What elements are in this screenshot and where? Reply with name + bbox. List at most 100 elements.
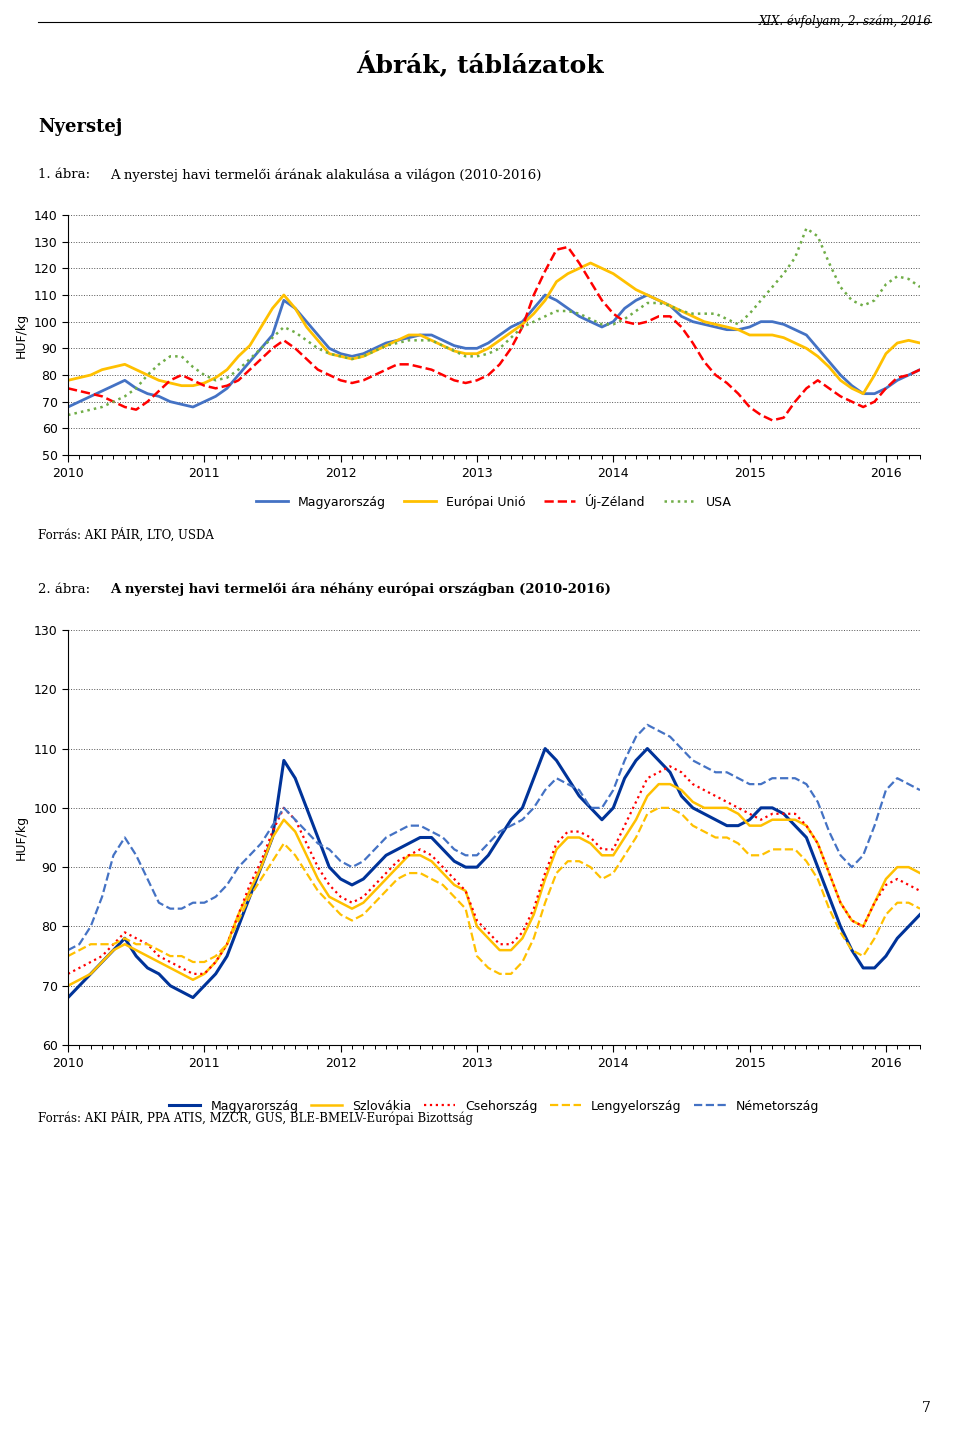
Line: Európai Unió: Európai Unió	[68, 264, 920, 394]
Csehország	[357, 888, 369, 906]
Text: 7: 7	[923, 1401, 931, 1414]
Magyarország	[914, 361, 925, 378]
Új-Zéland	[766, 411, 778, 428]
Line: Németország: Németország	[68, 725, 920, 950]
Új-Zéland	[562, 238, 573, 255]
Magyarország	[357, 345, 369, 363]
Lengyelország	[516, 953, 528, 970]
Magyarország	[540, 739, 551, 757]
Magyarország	[357, 870, 369, 887]
Magyarország	[756, 800, 767, 817]
Németország	[914, 781, 925, 798]
Új-Zéland	[914, 361, 925, 378]
Szlovákia	[756, 817, 767, 834]
Magyarország	[914, 906, 925, 923]
Új-Zéland	[357, 371, 369, 388]
Magyarország	[62, 398, 74, 416]
Magyarország	[641, 739, 653, 757]
Line: Lengyelország: Lengyelország	[68, 808, 920, 974]
Csehország	[62, 966, 74, 983]
Németország	[142, 870, 154, 887]
Szlovákia	[357, 894, 369, 911]
Line: Új-Zéland: Új-Zéland	[68, 246, 920, 420]
Új-Zéland	[62, 380, 74, 397]
Lengyelország	[493, 966, 505, 983]
Új-Zéland	[619, 312, 631, 330]
Magyarország	[641, 287, 653, 304]
Text: Ábrák, táblázatok: Ábrák, táblázatok	[356, 52, 604, 79]
Európai Unió	[857, 385, 869, 403]
Magyarország	[62, 989, 74, 1006]
Magyarország	[619, 770, 631, 787]
Új-Zéland	[756, 407, 767, 424]
Magyarország	[619, 299, 631, 317]
Szlovákia	[505, 941, 516, 959]
Németország	[357, 853, 369, 870]
Line: USA: USA	[68, 228, 920, 416]
Németország	[756, 775, 767, 792]
Legend: Magyarország, Európai Unió, Új-Zéland, USA: Magyarország, Európai Unió, Új-Zéland, U…	[252, 489, 736, 513]
Új-Zéland	[505, 340, 516, 357]
Új-Zéland	[641, 312, 653, 330]
Szlovákia	[653, 775, 664, 792]
Lengyelország	[142, 936, 154, 953]
USA	[142, 367, 154, 384]
Németország	[608, 781, 619, 798]
USA	[62, 407, 74, 424]
Magyarország	[756, 312, 767, 330]
Európai Unió	[641, 287, 653, 304]
USA	[608, 315, 619, 332]
Line: Csehország: Csehország	[68, 767, 920, 974]
Text: Nyerstej: Nyerstej	[38, 118, 123, 136]
Lengyelország	[62, 947, 74, 964]
Csehország	[664, 758, 676, 775]
Csehország	[142, 936, 154, 953]
Lengyelország	[641, 805, 653, 823]
Magyarország	[505, 318, 516, 335]
USA	[505, 330, 516, 347]
Text: A nyerstej havi termelői árának alakulása a világon (2010-2016): A nyerstej havi termelői árának alakulás…	[110, 168, 541, 182]
Szlovákia	[142, 947, 154, 964]
Németország	[62, 941, 74, 959]
Európai Unió	[62, 371, 74, 388]
Line: Magyarország: Magyarország	[68, 748, 920, 997]
USA	[801, 219, 812, 236]
Lengyelország	[653, 800, 664, 817]
Európai Unió	[585, 255, 596, 272]
Magyarország	[505, 811, 516, 828]
Magyarország	[142, 959, 154, 976]
Magyarország	[142, 385, 154, 403]
Szlovákia	[630, 811, 641, 828]
Európai Unió	[505, 324, 516, 341]
Text: 1. ábra:: 1. ábra:	[38, 168, 90, 181]
USA	[357, 348, 369, 365]
Csehország	[608, 841, 619, 858]
Lengyelország	[357, 906, 369, 923]
USA	[744, 305, 756, 322]
Lengyelország	[766, 841, 778, 858]
Y-axis label: HUF/kg: HUF/kg	[15, 312, 28, 358]
Y-axis label: HUF/kg: HUF/kg	[15, 815, 28, 860]
USA	[914, 278, 925, 295]
Text: Forrás: AKI PÁIR, PPA ATIS, MZCR, GUS, BLE-BMELV-Európai Bizottság: Forrás: AKI PÁIR, PPA ATIS, MZCR, GUS, B…	[38, 1111, 473, 1125]
Text: XIX. évfolyam, 2. szám, 2016: XIX. évfolyam, 2. szám, 2016	[758, 14, 931, 27]
Lengyelország	[619, 847, 631, 864]
Csehország	[505, 936, 516, 953]
Európai Unió	[357, 348, 369, 365]
Szlovákia	[608, 847, 619, 864]
Szlovákia	[914, 864, 925, 881]
Németország	[505, 817, 516, 834]
Csehország	[630, 794, 641, 811]
Line: Magyarország: Magyarország	[68, 295, 920, 407]
Text: A nyerstej havi termelői ára néhány európai országban (2010-2016): A nyerstej havi termelői ára néhány euró…	[110, 583, 612, 596]
Új-Zéland	[142, 393, 154, 410]
Szlovákia	[62, 977, 74, 995]
Csehország	[756, 811, 767, 828]
Európai Unió	[756, 327, 767, 344]
Európai Unió	[142, 367, 154, 384]
Legend: Magyarország, Szlovákia, Csehország, Lengyelország, Németország: Magyarország, Szlovákia, Csehország, Len…	[164, 1095, 824, 1118]
Európai Unió	[619, 274, 631, 291]
Text: 2. ábra:: 2. ábra:	[38, 583, 90, 596]
Magyarország	[540, 287, 551, 304]
Németország	[630, 728, 641, 745]
